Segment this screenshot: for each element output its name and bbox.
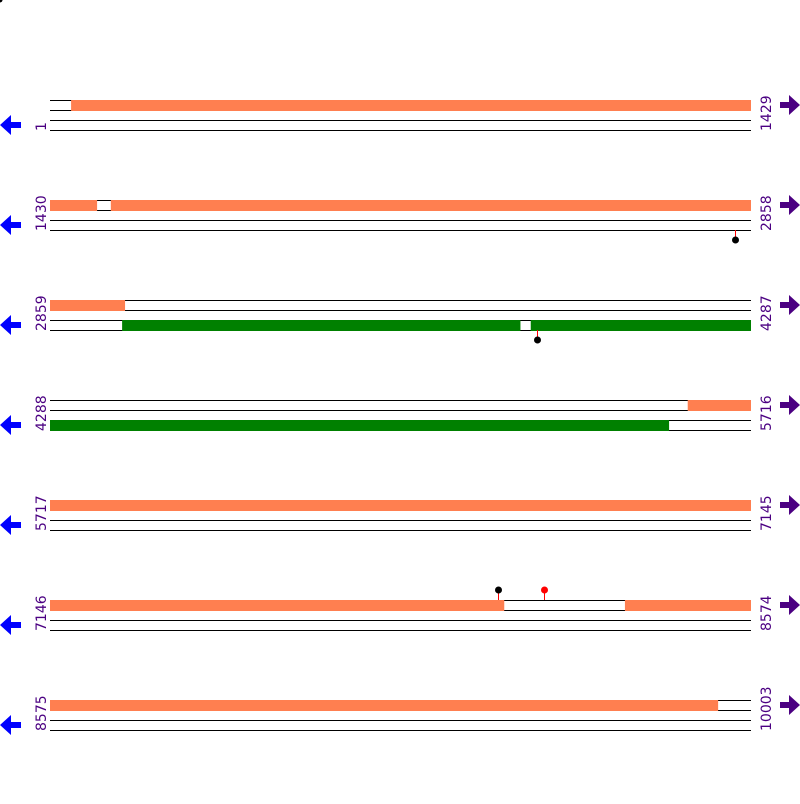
map-row: 2859 4287	[0, 295, 800, 344]
map-row: 1430 2858	[0, 195, 800, 244]
map-row: 7146 8574	[0, 586, 800, 635]
forward-feature	[624, 600, 751, 611]
arrow-right-icon	[780, 495, 800, 515]
map-row: 4288 5716	[0, 395, 800, 435]
map-row: 5717 7145	[0, 495, 800, 535]
row-end-label: 8574	[759, 595, 775, 631]
row-end-label: 10003	[759, 686, 775, 731]
arrow-left-icon	[0, 315, 21, 335]
corner-dot	[0, 0, 3, 3]
marker-dot	[732, 236, 739, 244]
arrow-right-icon	[780, 395, 800, 415]
row-end-label: 4287	[759, 295, 775, 331]
forward-feature	[50, 700, 719, 711]
row-start-label: 7146	[34, 595, 50, 631]
row-start-label: 2859	[34, 295, 50, 331]
arrow-right-icon	[780, 595, 800, 615]
forward-feature	[50, 300, 126, 311]
row-end-label: 5716	[759, 395, 775, 431]
map-row: 8575 10003	[0, 686, 800, 735]
forward-feature	[50, 500, 751, 511]
row-end-label: 1429	[759, 95, 775, 131]
forward-feature	[50, 600, 505, 611]
row-start-label: 1430	[34, 195, 50, 231]
arrow-left-icon	[0, 215, 21, 235]
arrow-left-icon	[0, 415, 21, 435]
marker-dot	[534, 336, 541, 344]
forward-feature	[110, 200, 751, 211]
arrow-right-icon	[780, 695, 800, 715]
row-end-label: 2858	[759, 195, 775, 231]
arrow-right-icon	[780, 295, 800, 315]
arrow-left-icon	[0, 715, 21, 735]
row-end-label: 7145	[759, 495, 775, 531]
forward-feature	[50, 200, 98, 211]
forward-feature	[687, 400, 751, 411]
forward-feature	[71, 100, 752, 111]
arrow-left-icon	[0, 515, 21, 535]
row-start-label: 5717	[34, 495, 50, 531]
marker-dot	[541, 586, 548, 594]
reverse-feature	[122, 320, 521, 331]
row-start-label: 1	[34, 122, 50, 131]
arrow-left-icon	[0, 615, 21, 635]
arrow-right-icon	[780, 195, 800, 215]
arrow-left-icon	[0, 115, 21, 135]
row-start-label: 8575	[34, 695, 50, 731]
marker-dot	[495, 586, 502, 594]
reverse-feature	[50, 420, 670, 431]
row-start-label: 4288	[34, 395, 50, 431]
map-row: 1 1429	[0, 95, 800, 135]
arrow-right-icon	[780, 95, 800, 115]
reverse-feature	[530, 320, 751, 331]
